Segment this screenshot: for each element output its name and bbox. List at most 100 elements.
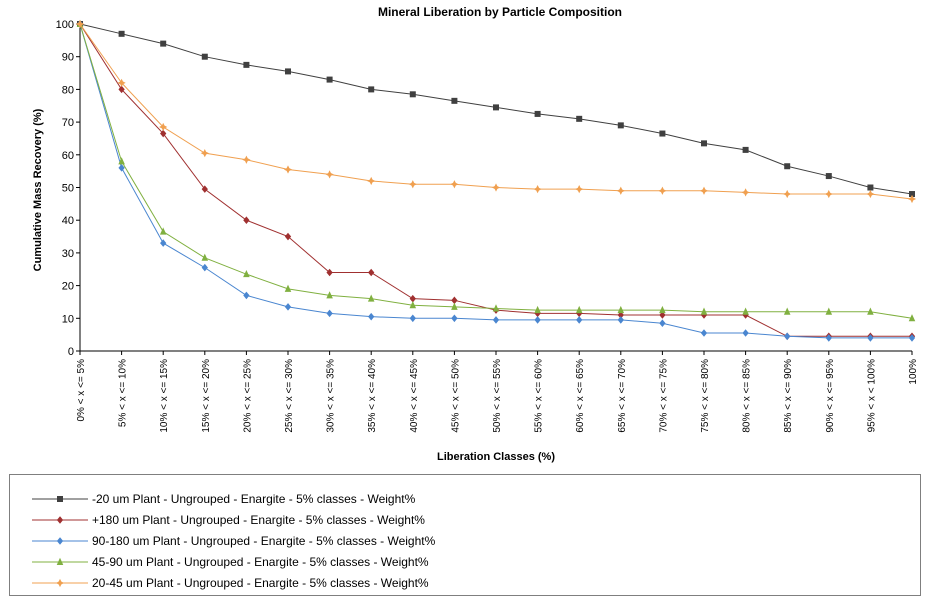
x-tick-label: 5% < x <= 10% — [118, 359, 129, 427]
data-point — [742, 146, 749, 153]
y-tick-label: 100 — [56, 19, 74, 31]
data-point — [617, 122, 624, 129]
y-tick-label: 80 — [62, 84, 74, 96]
chart-title: Mineral Liberation by Particle Compositi… — [378, 5, 622, 19]
data-point — [451, 314, 458, 323]
y-tick-label: 20 — [62, 281, 74, 293]
data-point — [243, 269, 250, 278]
legend-item: -20 um Plant - Ungrouped - Enargite - 5%… — [32, 491, 415, 507]
series-group — [76, 19, 916, 322]
series-group — [75, 19, 917, 204]
x-tick-label: 90% < x <= 95% — [825, 359, 836, 433]
y-tick-label: 10 — [62, 313, 74, 325]
data-point — [576, 316, 583, 324]
data-point — [492, 316, 500, 324]
data-point — [824, 189, 833, 199]
data-point — [160, 129, 167, 138]
legend-swatch — [32, 537, 88, 545]
data-point — [159, 227, 167, 235]
data-point — [617, 305, 625, 314]
data-point — [533, 185, 542, 194]
data-point — [367, 294, 375, 302]
data-point — [742, 307, 749, 315]
legend: -20 um Plant - Ungrouped - Enargite - 5%… — [9, 474, 921, 596]
data-point — [368, 86, 375, 93]
line-chart: Mineral Liberation by Particle Compositi… — [32, 5, 919, 463]
legend-swatch — [32, 578, 88, 588]
legend-label: -20 um Plant - Ungrouped - Enargite - 5%… — [92, 492, 416, 506]
data-point — [283, 165, 293, 174]
data-point — [575, 305, 583, 314]
data-point — [284, 284, 292, 292]
data-point — [117, 78, 126, 87]
data-point — [659, 319, 666, 327]
data-point — [326, 291, 333, 299]
data-point — [242, 155, 251, 164]
data-point — [56, 537, 64, 545]
y-tick-label: 40 — [62, 215, 74, 227]
legend-label: +180 um Plant - Ungrouped - Enargite - 5… — [92, 513, 425, 527]
data-point — [243, 216, 250, 224]
series-layer — [75, 19, 917, 342]
x-tick-label: 70% < x <= 75% — [658, 359, 669, 433]
data-point — [616, 186, 625, 195]
data-point — [658, 186, 667, 195]
data-point — [784, 163, 791, 170]
data-point — [575, 185, 584, 194]
data-point — [409, 314, 416, 323]
data-point — [492, 304, 500, 312]
data-point — [700, 307, 708, 315]
x-tick-label: 80% < x <= 85% — [742, 359, 753, 433]
data-point — [201, 263, 208, 272]
data-point — [491, 183, 501, 192]
legend-label: 90-180 um Plant - Ungrouped - Enargite -… — [92, 534, 436, 548]
data-point — [825, 173, 832, 180]
data-point — [118, 164, 125, 172]
data-point — [409, 91, 416, 98]
x-tick-label: 20% < x <= 25% — [242, 359, 253, 433]
data-point — [825, 334, 832, 342]
x-tick-label: 85% < x <= 90% — [783, 359, 794, 433]
x-tick-label: 60% < x <= 65% — [575, 359, 586, 433]
data-point — [534, 305, 541, 314]
data-point — [408, 180, 417, 189]
y-tick-label: 30 — [62, 248, 74, 260]
x-tick-label: 0% < x <= 5% — [76, 359, 87, 422]
data-point — [907, 194, 917, 204]
y-tick-label: 0 — [68, 346, 74, 358]
legend-label: 45-90 um Plant - Ungrouped - Enargite - … — [92, 555, 429, 569]
data-point — [450, 180, 459, 189]
data-point — [908, 334, 916, 342]
data-point — [56, 516, 64, 524]
x-tick-label: 25% < x <= 30% — [284, 359, 295, 433]
legend-item: 90-180 um Plant - Ungrouped - Enargite -… — [32, 533, 435, 549]
series-group — [76, 20, 916, 342]
data-point — [243, 61, 250, 68]
x-tick-label: 95% < x < 100% — [866, 359, 877, 432]
data-point — [75, 19, 85, 29]
x-tick-label: 15% < x <= 20% — [201, 359, 212, 433]
data-point — [493, 104, 499, 111]
x-tick-label: 75% < x <= 80% — [700, 359, 711, 433]
x-tick-label: 50% < x <= 55% — [492, 359, 503, 433]
data-point — [576, 115, 583, 122]
y-tick-label: 90 — [62, 52, 74, 64]
data-point — [451, 302, 458, 310]
data-point — [57, 496, 63, 502]
data-point — [284, 303, 292, 311]
y-tick-label: 60 — [62, 150, 74, 162]
data-point — [243, 291, 250, 300]
data-point — [534, 316, 541, 324]
legend-swatch — [32, 496, 88, 502]
data-point — [783, 307, 791, 315]
data-point — [617, 316, 624, 324]
x-tick-label: 55% < x <= 60% — [534, 359, 545, 433]
legend-item: 20-45 um Plant - Ungrouped - Enargite - … — [32, 575, 429, 591]
y-tick-label: 70 — [62, 117, 74, 129]
data-point — [201, 53, 208, 60]
data-point — [160, 239, 167, 247]
data-point — [201, 185, 208, 193]
data-point — [200, 149, 209, 158]
y-axis-ticks: 0 10 20 30 40 50 60 70 80 90 100 — [56, 19, 80, 358]
data-point — [659, 130, 666, 137]
